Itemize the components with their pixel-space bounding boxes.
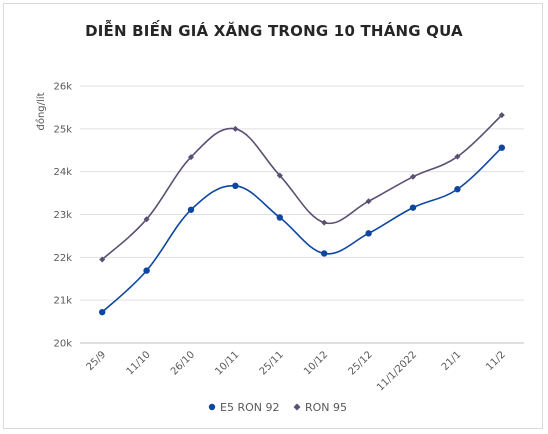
x-tick-label: 11/1/2022 [375, 349, 419, 393]
x-tick-label: 25/9 [85, 349, 109, 373]
y-tick-label: 21k [53, 296, 72, 307]
y-tick-label: 20k [53, 339, 72, 350]
data-point [187, 206, 195, 213]
y-tick-label: 22k [53, 253, 72, 264]
data-point [498, 144, 505, 151]
data-point [365, 230, 372, 237]
data-point [410, 173, 416, 180]
data-point [232, 182, 239, 190]
chart-title: DIỄN BIẾN GIÁ XĂNG TRONG 10 THÁNG QUA [85, 22, 463, 40]
data-point [454, 186, 461, 193]
data-point [99, 256, 106, 263]
x-tick-label: 11/10 [125, 349, 153, 377]
x-tick-label: 25/12 [347, 349, 375, 377]
series-line-e5-ron-92 [101, 147, 503, 313]
legend-label: RON 95 [305, 401, 347, 414]
data-point [321, 250, 328, 257]
data-point [454, 153, 461, 160]
data-point [365, 198, 372, 205]
data-point [143, 216, 150, 223]
data-point [321, 219, 328, 226]
x-tick-label: 10/11 [213, 349, 241, 377]
data-point [99, 308, 106, 316]
legend-label: E5 RON 92 [220, 401, 279, 414]
legend-marker [208, 403, 216, 411]
y-tick-label: 26k [53, 82, 72, 93]
data-point [232, 125, 239, 132]
series-line-ron-95 [101, 114, 503, 261]
data-point [498, 112, 505, 119]
x-tick-label: 25/11 [258, 349, 286, 377]
x-tick-label: 21/1 [440, 349, 464, 373]
x-tick-label: 11/2 [484, 349, 508, 373]
y-tick-label: 25k [53, 124, 72, 135]
data-point [143, 267, 150, 274]
x-tick-label: 26/10 [169, 349, 197, 377]
data-point [409, 204, 417, 211]
chart-frame [3, 3, 543, 429]
y-axis-label: đồng/lít [35, 92, 47, 130]
data-point [276, 214, 283, 221]
y-tick-label: 24k [53, 167, 72, 178]
y-tick-label: 23k [53, 210, 72, 221]
data-point [188, 154, 194, 161]
x-tick-label: 10/12 [302, 349, 330, 377]
data-point [276, 172, 283, 179]
legend-marker [293, 403, 301, 411]
